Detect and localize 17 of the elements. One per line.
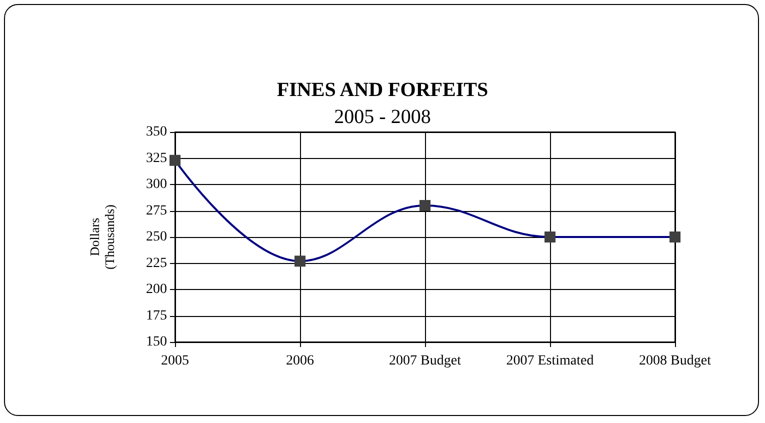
x-tick-label: 2007 Estimated	[506, 354, 594, 368]
y-axis-title: Dollars (Thousands)	[87, 204, 117, 270]
y-tick-label: 275	[146, 203, 167, 218]
y-tick-label: 250	[146, 230, 167, 244]
x-tick-label: 2006	[286, 354, 314, 368]
x-tick-label: 2005	[161, 354, 189, 368]
chart-title: FINES AND FORFEITS	[276, 79, 488, 101]
y-tick-label: 325	[146, 150, 167, 166]
x-tick-label: 2007 Budget	[389, 354, 462, 368]
y-tick-label: 200	[146, 282, 167, 297]
y-tick-label: 350	[146, 124, 167, 140]
y-tick-label: 150	[146, 334, 167, 350]
y-tick-label: 175	[146, 308, 167, 324]
x-tick-label: 2008 Budget	[639, 354, 712, 368]
chart-subtitle: 2005 - 2008	[334, 106, 431, 128]
y-tick-label: 225	[146, 256, 167, 271]
y-tick-label: 300	[146, 177, 167, 192]
